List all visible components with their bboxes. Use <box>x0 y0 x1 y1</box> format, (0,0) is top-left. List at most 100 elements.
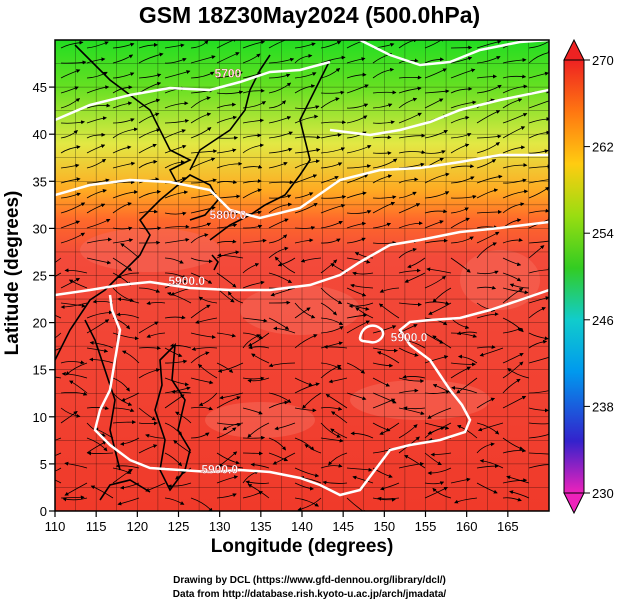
streamline <box>402 374 426 379</box>
streamline <box>502 163 528 169</box>
contour-label: 5900.0 <box>391 330 428 344</box>
streamline <box>528 407 549 413</box>
streamline <box>424 150 446 154</box>
streamline <box>112 468 133 484</box>
streamline <box>86 310 113 319</box>
streamline <box>164 359 188 364</box>
streamline <box>346 164 372 169</box>
streamline <box>55 272 62 278</box>
y-tick-label: 35 <box>33 174 47 189</box>
streamline <box>297 497 322 511</box>
streamline <box>476 84 502 94</box>
contour-labels: 5900.0 5900.0 5800.0 5700 5900.0 <box>168 67 428 477</box>
streamline <box>294 334 318 349</box>
streamline <box>294 407 317 413</box>
streamline <box>528 339 548 349</box>
streamline <box>164 497 185 505</box>
streamline <box>268 147 293 154</box>
streamline <box>216 180 238 184</box>
streamline <box>268 272 293 283</box>
streamline <box>450 86 473 94</box>
streamline <box>450 68 476 79</box>
colorbar-tick-label: 254 <box>592 226 614 241</box>
streamline <box>164 224 190 229</box>
streamline <box>117 297 140 304</box>
colorbar-tick-label: 230 <box>592 486 614 501</box>
streamline <box>190 233 209 244</box>
streamline <box>216 332 237 338</box>
streamline <box>427 467 452 476</box>
streamline <box>112 101 133 109</box>
streamline <box>242 118 265 124</box>
streamline <box>476 40 502 49</box>
streamline <box>69 380 88 394</box>
streamline <box>346 72 367 79</box>
streamline <box>479 458 504 469</box>
streamline <box>138 407 156 421</box>
streamline <box>502 288 524 304</box>
streamline <box>242 435 266 440</box>
streamline <box>398 268 421 274</box>
streamline <box>247 332 270 347</box>
streamline <box>64 461 88 469</box>
streamline <box>60 177 81 184</box>
streamline <box>476 242 497 259</box>
streamline <box>509 490 530 499</box>
streamline <box>251 353 270 364</box>
streamline <box>242 263 260 274</box>
streamline <box>372 222 392 229</box>
streamline <box>270 287 296 297</box>
streamline <box>300 257 322 263</box>
y-tick-label: 25 <box>33 269 47 284</box>
streamline <box>456 331 478 335</box>
streamline <box>398 97 418 109</box>
streamline <box>216 452 240 465</box>
streamline <box>323 344 348 349</box>
streamline <box>245 480 270 485</box>
streamline <box>528 149 549 154</box>
streamline <box>55 314 62 319</box>
streamline <box>320 238 341 244</box>
streamline <box>294 377 313 387</box>
x-tick-label: 165 <box>497 519 519 534</box>
streamline <box>216 475 239 484</box>
streamline <box>476 56 501 64</box>
streamline <box>242 317 268 323</box>
streamline <box>175 411 192 424</box>
streamline <box>242 224 263 229</box>
streamline <box>86 189 107 199</box>
streamline <box>398 75 422 80</box>
streamline <box>476 174 503 184</box>
streamline <box>294 382 320 394</box>
streamline <box>424 172 450 184</box>
streamline <box>528 245 545 259</box>
y-axis: 0 5 10 15 20 25 30 35 40 45 <box>33 80 55 519</box>
streamline <box>398 191 417 199</box>
streamline <box>502 98 523 109</box>
streamline <box>294 53 313 64</box>
streamline <box>138 421 158 426</box>
streamline <box>268 300 291 305</box>
streamline <box>55 347 62 351</box>
streamline <box>320 90 345 95</box>
streamline <box>528 186 549 199</box>
streamline <box>166 291 192 304</box>
streamline <box>346 84 369 94</box>
streamline <box>138 42 159 49</box>
streamline <box>217 463 244 469</box>
streamline <box>268 73 291 79</box>
streamline <box>112 226 133 231</box>
streamline <box>190 304 211 319</box>
streamline <box>138 159 158 169</box>
streamline <box>346 221 367 229</box>
streamline <box>476 344 496 349</box>
streamline <box>112 377 130 392</box>
streamline <box>346 57 366 64</box>
streamline <box>450 164 475 169</box>
streamline <box>352 475 374 484</box>
streamline <box>502 327 523 334</box>
streamline <box>320 132 342 139</box>
streamline <box>55 376 62 379</box>
streamline <box>424 390 450 394</box>
streamline <box>320 364 342 379</box>
